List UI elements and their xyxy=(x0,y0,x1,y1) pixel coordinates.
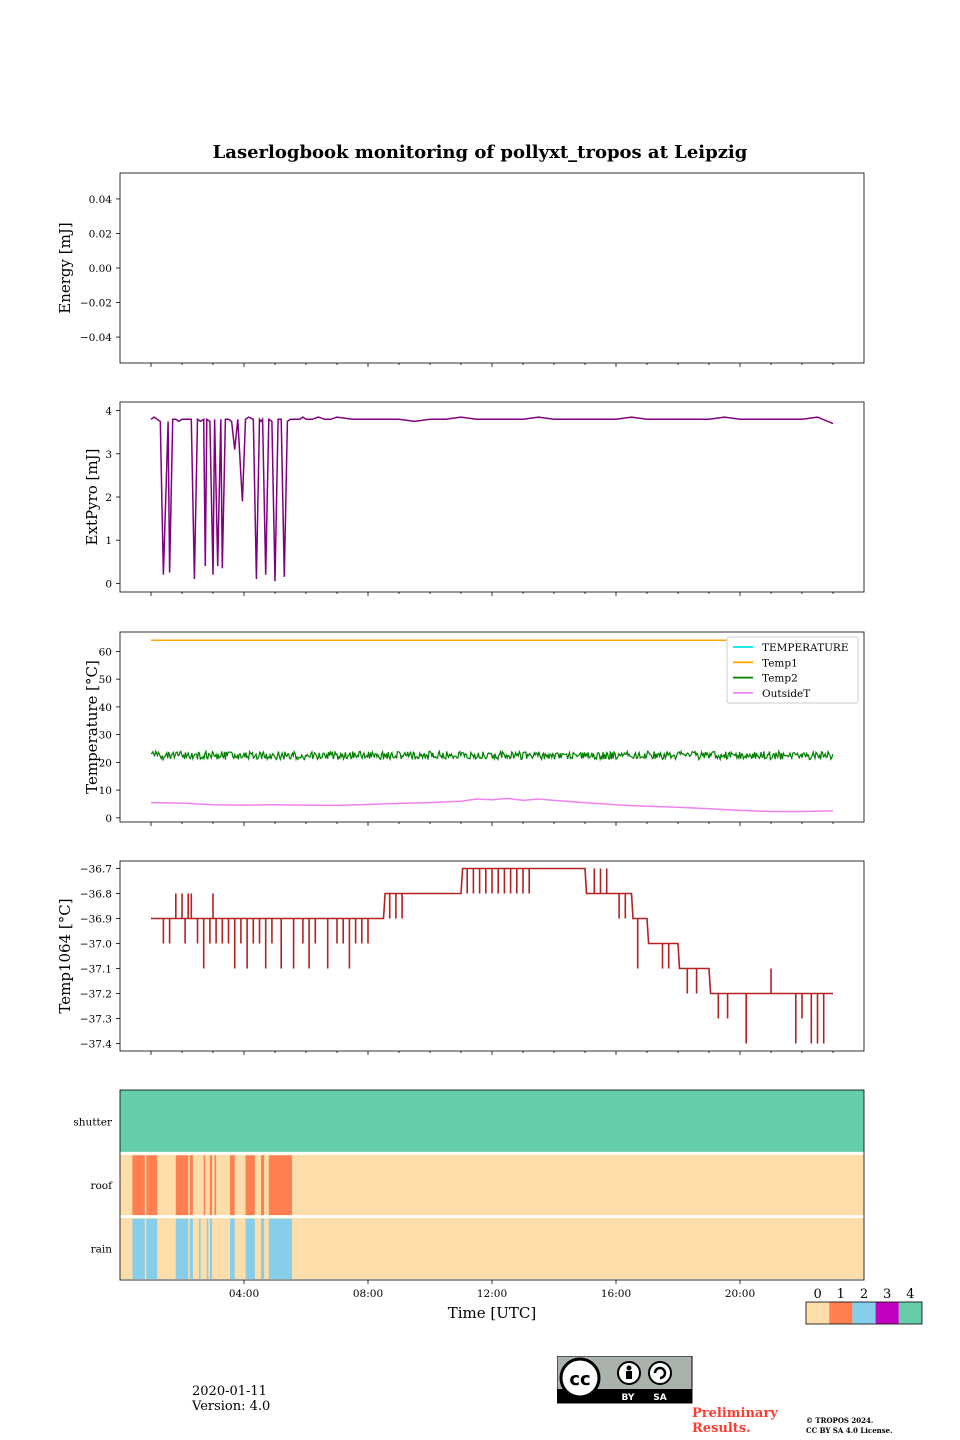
date-label: 2020-01-11 xyxy=(192,1384,267,1399)
colorbar-cell xyxy=(852,1302,875,1324)
cc-logo-text: cc xyxy=(569,1369,590,1390)
legend-label-outsidet: OutsideT xyxy=(762,688,810,700)
ytick-label: −37.1 xyxy=(80,964,112,976)
status-row-label: roof xyxy=(90,1180,113,1192)
colorbar-cell xyxy=(876,1302,899,1324)
status-cell-roof xyxy=(132,1155,144,1215)
ytick-label: 4 xyxy=(105,406,112,418)
plot-frame-energy xyxy=(120,173,864,363)
xtick-label: 20:00 xyxy=(725,1288,755,1300)
colorbar-cell xyxy=(899,1302,922,1324)
legend-label-temp2: Temp2 xyxy=(762,673,798,685)
ytick-label: 0 xyxy=(105,813,112,825)
ytick-label: −0.04 xyxy=(80,332,112,344)
status-row-label: shutter xyxy=(73,1117,113,1129)
colorbar-cell xyxy=(806,1302,829,1324)
status-cell-rain xyxy=(146,1219,157,1279)
status-cell-roof xyxy=(215,1155,217,1215)
legend-label-temperature: TEMPERATURE xyxy=(762,642,849,654)
status-cell-rain xyxy=(230,1219,235,1279)
by-icon-body xyxy=(626,1371,632,1379)
ytick-label: −37.2 xyxy=(80,989,112,1001)
colorbar-tick-label: 4 xyxy=(906,1287,914,1302)
ytick-label: −0.02 xyxy=(80,298,112,310)
status-row-shutter xyxy=(120,1090,864,1153)
status-cell-rain xyxy=(261,1219,264,1279)
ytick-label: −36.9 xyxy=(80,914,112,926)
by-icon-head xyxy=(627,1366,632,1371)
chart-canvas: Laserlogbook monitoring of pollyxt_tropo… xyxy=(0,0,960,1440)
colorbar-tick-label: 1 xyxy=(837,1287,845,1302)
status-cell-rain xyxy=(176,1219,188,1279)
status-cell-rain xyxy=(246,1219,255,1279)
ytick-label: 0.02 xyxy=(89,228,112,240)
xtick-label: 04:00 xyxy=(229,1288,259,1300)
ylabel-temperature: Temperature [°C] xyxy=(83,660,101,794)
status-cell-rain xyxy=(190,1219,193,1279)
ytick-label: 0.00 xyxy=(89,263,112,275)
cc-license-badge: cc BY SA xyxy=(557,1356,693,1404)
ytick-label: 0.04 xyxy=(89,194,113,206)
ytick-label: 60 xyxy=(99,646,112,658)
xtick-label: 08:00 xyxy=(353,1288,383,1300)
series-line-extpyro xyxy=(151,417,833,581)
colorbar-cell xyxy=(829,1302,852,1324)
status-cell-roof xyxy=(204,1155,206,1215)
sa-text: SA xyxy=(653,1393,666,1403)
ytick-label: 2 xyxy=(105,492,112,504)
status-row-label: rain xyxy=(91,1243,113,1255)
version-label: Version: 4.0 xyxy=(192,1399,270,1414)
ytick-label: −37.0 xyxy=(80,939,112,951)
chart-title: Laserlogbook monitoring of pollyxt_tropo… xyxy=(213,142,748,163)
status-cell-roof xyxy=(146,1155,157,1215)
status-cell-roof xyxy=(190,1155,193,1215)
ylabel-extpyro: ExtPyro [mJ] xyxy=(83,449,101,546)
plot-frame-extpyro xyxy=(120,402,864,592)
series-line-temp2 xyxy=(151,751,833,759)
colorbar-tick-label: 3 xyxy=(883,1287,891,1302)
status-cell-rain xyxy=(132,1219,144,1279)
xtick-label: 16:00 xyxy=(601,1288,631,1300)
status-cell-roof xyxy=(269,1155,292,1215)
ytick-label: 0 xyxy=(105,578,112,590)
by-text: BY xyxy=(622,1393,635,1403)
sa-icon xyxy=(649,1362,671,1384)
status-cell-roof xyxy=(246,1155,255,1215)
status-cell-roof xyxy=(176,1155,188,1215)
legend-label-temp1: Temp1 xyxy=(762,657,798,669)
preliminary-results: Preliminary Results. xyxy=(692,1406,792,1436)
status-cell-rain xyxy=(210,1219,212,1279)
status-cell-roof xyxy=(230,1155,235,1215)
ylabel-temp1064: Temp1064 [°C] xyxy=(56,898,74,1013)
ytick-label: −36.7 xyxy=(80,864,112,876)
status-cell-rain xyxy=(199,1219,201,1279)
status-cell-roof xyxy=(210,1155,212,1215)
status-cell-roof xyxy=(261,1155,264,1215)
series-line-outsidet xyxy=(151,798,833,811)
colorbar-tick-label: 0 xyxy=(813,1287,821,1302)
ytick-label: −37.4 xyxy=(80,1039,112,1051)
status-cell-rain xyxy=(207,1219,209,1279)
chart-panels: 0.040.020.00−0.02−0.04Energy [mJ]43210Ex… xyxy=(56,173,922,1324)
colorbar-tick-label: 2 xyxy=(860,1287,868,1302)
ytick-label: 1 xyxy=(105,535,112,547)
status-cell-rain xyxy=(269,1219,292,1279)
ytick-label: −37.3 xyxy=(80,1014,112,1026)
ytick-label: 3 xyxy=(105,449,112,461)
xlabel: Time [UTC] xyxy=(448,1304,537,1322)
ylabel-energy: Energy [mJ] xyxy=(56,222,74,313)
license-label: CC BY SA 4.0 License. xyxy=(806,1426,893,1435)
ytick-label: −36.8 xyxy=(80,889,112,901)
xtick-label: 12:00 xyxy=(477,1288,507,1300)
copyright-label: © TROPOS 2024. xyxy=(806,1416,873,1425)
